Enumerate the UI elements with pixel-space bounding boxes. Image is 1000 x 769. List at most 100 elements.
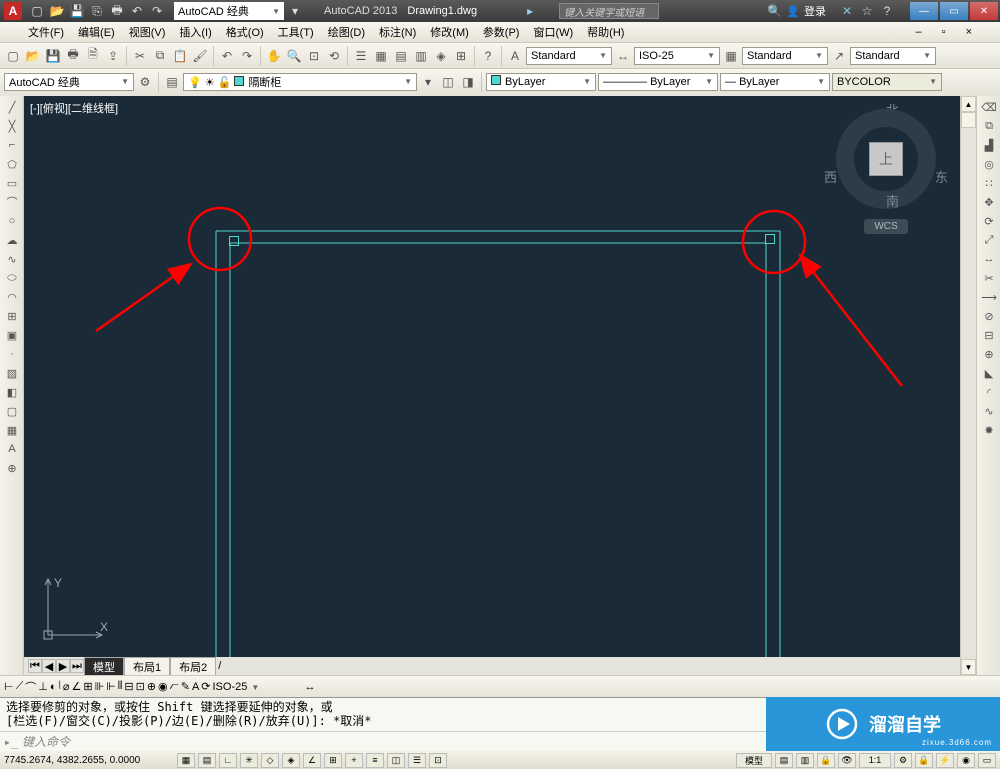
login-link[interactable]: 登录 <box>804 3 826 19</box>
dim-continue[interactable]: ⊩ <box>106 680 116 693</box>
color-select[interactable]: ByLayer▼ <box>486 73 596 91</box>
layer-prev-btn[interactable]: ◨ <box>459 73 477 91</box>
dim-baseline[interactable]: ⊪ <box>95 680 105 693</box>
inspect[interactable]: ◉ <box>158 680 168 693</box>
menu-window[interactable]: 窗口(W) <box>533 24 573 40</box>
dyn-toggle[interactable]: + <box>345 753 363 768</box>
search-input[interactable]: 键入关键字或短语 <box>559 3 659 19</box>
doc-min-icon[interactable]: – <box>916 26 922 38</box>
scroll-down-icon[interactable]: ▼ <box>961 659 976 675</box>
extend-tool[interactable]: ⟶ <box>979 288 999 306</box>
design-center-btn[interactable]: ▦ <box>372 47 390 65</box>
dim-arc[interactable]: ⌒ <box>25 679 36 695</box>
offset-tool[interactable]: ◎ <box>979 155 999 173</box>
model-space-btn[interactable]: 模型 <box>736 753 772 768</box>
dim-diameter[interactable]: ⌀ <box>63 680 70 693</box>
array-tool[interactable]: ∷ <box>979 174 999 192</box>
preview-btn[interactable]: 🗎 <box>84 47 102 65</box>
dim-radius[interactable]: ◐ <box>50 681 57 693</box>
dim-space[interactable]: ⫴ <box>118 680 123 693</box>
cut-btn[interactable]: ✂ <box>131 47 149 65</box>
tab-last[interactable]: ⏭ <box>70 659 84 673</box>
addselected-tool[interactable]: ⊕ <box>2 459 22 477</box>
explode-tool[interactable]: ✸ <box>979 421 999 439</box>
help-btn[interactable]: ? <box>479 47 497 65</box>
help-icon[interactable]: ? <box>878 2 896 20</box>
save-btn[interactable]: 💾 <box>44 47 62 65</box>
copy-tool[interactable]: ⧉ <box>979 117 999 135</box>
polygon-tool[interactable]: ⬠ <box>2 155 22 173</box>
layer-props-btn[interactable]: ▤ <box>163 73 181 91</box>
toolbar-lock-icon[interactable]: 🔒 <box>915 753 933 768</box>
redo-btn[interactable]: ↷ <box>238 47 256 65</box>
undo-icon[interactable]: ↶ <box>128 2 146 20</box>
otrack-toggle[interactable]: ∠ <box>303 753 321 768</box>
bt-dimstyle-select[interactable]: ISO-25▼ <box>213 681 303 693</box>
publish-btn[interactable]: ⇪ <box>104 47 122 65</box>
dim-break[interactable]: ⊟ <box>124 680 133 693</box>
menu-tools[interactable]: 工具(T) <box>278 24 314 40</box>
spline-tool[interactable]: ∿ <box>2 250 22 268</box>
hardware-accel-icon[interactable]: ⚡ <box>936 753 954 768</box>
copy-btn[interactable]: ⧉ <box>151 47 169 65</box>
text-style-icon[interactable]: A <box>506 47 524 65</box>
doc-restore-icon[interactable]: ▫ <box>942 26 946 38</box>
dim-ordinate[interactable]: ⊥ <box>38 680 48 693</box>
match-prop-btn[interactable]: 🖌 <box>191 47 209 65</box>
anno-vis-icon[interactable]: 👁 <box>838 753 856 768</box>
table-style-select[interactable]: Standard▼ <box>742 47 828 65</box>
center-mark[interactable]: ⊕ <box>147 680 156 693</box>
xline-tool[interactable]: ╳ <box>2 117 22 135</box>
mtext-tool[interactable]: A <box>2 440 22 458</box>
dim-linear[interactable]: ⊢ <box>4 680 14 693</box>
mirror-tool[interactable]: ▟ <box>979 136 999 154</box>
quickview-layouts[interactable]: ▤ <box>775 753 793 768</box>
mleader-style-icon[interactable]: ↗ <box>830 47 848 65</box>
infocenter-arrow-icon[interactable]: ▸ <box>527 3 543 19</box>
polar-toggle[interactable]: ✳ <box>240 753 258 768</box>
stretch-tool[interactable]: ↔ <box>979 250 999 268</box>
layer-filter-select[interactable]: 💡 ☀ 🔓 隔断柜 ▼ <box>183 73 417 91</box>
drawing-canvas[interactable]: [-][俯视][二维线框] 北 西 上 东 南 W <box>24 96 960 657</box>
plot-btn[interactable]: 🖶 <box>64 47 82 65</box>
rect-tool[interactable]: ▭ <box>2 174 22 192</box>
workspace-selector[interactable]: AutoCAD 经典 ▼ <box>174 2 284 20</box>
dim-style-select[interactable]: ISO-25▼ <box>634 47 720 65</box>
viewcube-top[interactable]: 上 <box>869 142 903 176</box>
jog-linear[interactable]: ⦧ <box>170 680 179 693</box>
window-minimize[interactable]: — <box>910 2 938 20</box>
tab-layout1[interactable]: 布局1 <box>124 657 170 676</box>
menu-modify[interactable]: 修改(M) <box>430 24 469 40</box>
pan-btn[interactable]: ✋ <box>265 47 283 65</box>
dim-update[interactable]: ⟳ <box>201 680 210 693</box>
linetype-select[interactable]: ———— ByLayer▼ <box>598 73 718 91</box>
layer-iso-btn[interactable]: ◫ <box>439 73 457 91</box>
chamfer-tool[interactable]: ◣ <box>979 364 999 382</box>
wcs-badge[interactable]: WCS <box>864 219 907 234</box>
menu-view[interactable]: 视图(V) <box>129 24 166 40</box>
osnap-toggle[interactable]: ◇ <box>261 753 279 768</box>
dim-aligned[interactable]: ⟋ <box>16 680 24 693</box>
dim-jogged[interactable]: ⦚ <box>59 680 61 693</box>
open-btn[interactable]: 📂 <box>24 47 42 65</box>
exchange-icon[interactable]: ✕ <box>838 2 856 20</box>
ellipse-tool[interactable]: ⬭ <box>2 269 22 287</box>
paste-btn[interactable]: 📋 <box>171 47 189 65</box>
zoom-window-btn[interactable]: ⊡ <box>305 47 323 65</box>
vertical-scrollbar[interactable]: ▲ ▼ <box>960 96 976 675</box>
markup-btn[interactable]: ◈ <box>432 47 450 65</box>
lwt-toggle[interactable]: ≡ <box>366 753 384 768</box>
make-block-tool[interactable]: ▣ <box>2 326 22 344</box>
save-as-icon[interactable]: ⎘ <box>88 2 106 20</box>
tab-first[interactable]: ⏮ <box>28 659 42 673</box>
open-icon[interactable]: 📂 <box>48 2 66 20</box>
dim-edit[interactable]: ✎ <box>181 680 190 693</box>
snap-toggle[interactable]: ▦ <box>177 753 195 768</box>
dim-style-icon[interactable]: ↔ <box>614 47 632 65</box>
anno-scale-select[interactable]: 1:1 <box>859 753 891 768</box>
move-tool[interactable]: ✥ <box>979 193 999 211</box>
sc-toggle[interactable]: ⊡ <box>429 753 447 768</box>
favorite-icon[interactable]: ☆ <box>858 2 876 20</box>
redo-icon[interactable]: ↷ <box>148 2 166 20</box>
arc-tool[interactable]: ⌒ <box>2 193 22 211</box>
